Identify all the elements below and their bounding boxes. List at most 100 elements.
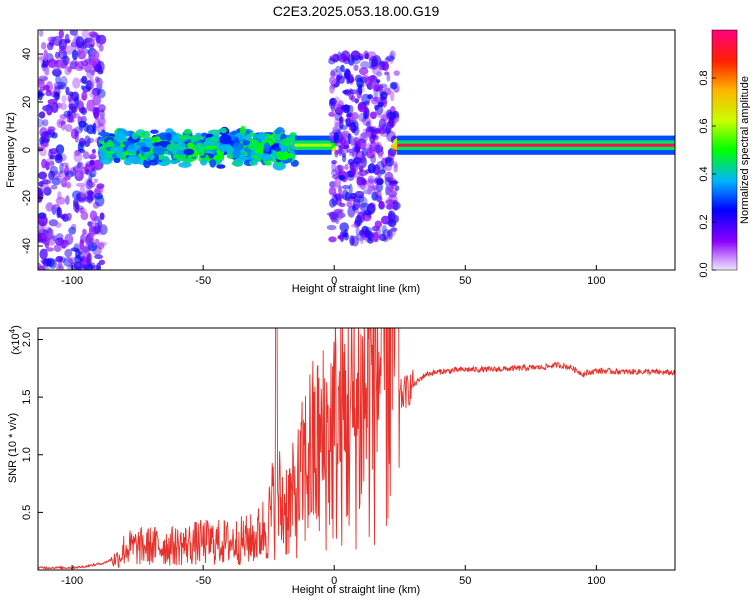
heatmap-cell-0-262 [46,232,52,239]
heatmap-cell-3-1386 [335,218,340,225]
heatmap-cell-0-65 [55,175,62,181]
colorbar-ticks: 0.0 0.2 0.4 0.6 0.8 [698,70,716,278]
heatmap-cell-0-77 [48,170,55,181]
heatmap-cell-1-959 [162,155,170,166]
heatmap-cell-3-1444 [337,234,344,240]
heatmap-cell-0-301 [70,61,77,70]
heatmap-cell-0-349 [86,43,95,49]
heatmap-cell-3-1601 [351,54,362,65]
heatmap-cell-0-220 [65,195,70,205]
heatmap-cell-0-137 [51,132,58,139]
heatmap-cell-3-1448 [328,57,336,65]
heatmap-cell-1-830 [150,129,159,134]
heatmap-cell-0-348 [60,102,67,110]
snr-series-line [38,328,675,570]
heatmap-cell-0-364 [66,117,75,123]
heatmap-cell-0-88 [89,210,98,221]
heatmap-cell-0-226 [42,119,49,127]
spectrogram-y-tick-label-2: 0 [21,147,33,153]
snr-scale-prefix: (x10 [10,333,22,354]
heatmap-cell-3-1595 [329,84,335,94]
heatmap-cell-0-86 [55,75,61,84]
heatmap-cell-0-17 [41,42,47,50]
heatmap-cell-3-1603 [332,126,339,131]
heatmap-cell-3-1337 [330,97,336,102]
heatmap-cell-0-318 [99,212,105,221]
heatmap-cell-3-1547 [328,111,336,117]
heatmap-cell-1-1058 [183,148,195,156]
heatmap-cell-3-1568 [358,84,363,96]
heatmap-cell-1-1045 [248,160,258,166]
heatmap-cell-0-398 [41,179,52,185]
heatmap-cell-0-52 [91,148,96,154]
x-tick-label-2: 0 [331,575,337,587]
heatmap-cell-3-1536 [343,139,349,150]
heatmap-cell-0-228 [67,264,73,270]
heatmap-cell-3-1251 [328,236,337,243]
heatmap-cell-3-1466 [359,56,364,61]
heatmap-cell-0-300 [74,205,84,210]
heatmap-cell-0-384 [81,60,89,67]
heatmap-cell-0-294 [53,91,61,101]
heatmap-cell-0-376 [98,241,108,247]
heatmap-cell-0-267 [54,154,63,164]
snr-x-label: Height of straight line (km) [292,584,420,596]
heatmap-cell-0-378 [86,253,92,266]
heatmap-cell-3-1217 [358,67,369,76]
heatmap-cell-0-44 [50,184,58,190]
heatmap-cell-3-1461 [334,208,344,213]
heatmap-cell-3-1496 [350,136,355,147]
heatmap-cell-3-1216 [329,181,337,188]
heatmap-cell-3-1435 [335,75,341,83]
heatmap-cell-3-1272 [360,61,370,69]
heatmap-cell-0-331 [58,120,66,125]
heatmap-cell-3-1571 [387,210,396,222]
heatmap-cell-3-1562 [366,203,376,215]
heatmap-cell-0-101 [81,91,88,101]
heatmap-cell-0-345 [45,247,54,252]
heatmap-cell-0-419 [76,161,84,170]
heatmap-cell-0-361 [58,237,64,247]
heatmap-cell-3-1619 [361,93,371,105]
heatmap-cell-3-1593 [339,124,348,130]
heatmap-cell-3-1607 [363,50,369,59]
heatmap-cell-3-1600 [371,135,379,141]
heatmap-cell-3-1542 [380,215,390,225]
heatmap-cell-1-1051 [219,134,232,145]
heatmap-cell-3-1507 [376,127,387,135]
heatmap-cell-0-297 [38,196,43,203]
heatmap-cell-0-351 [82,85,91,93]
heatmap-cell-1-1075 [148,153,155,161]
heatmap-cell-3-1555 [348,88,354,101]
heatmap-cell-0-410 [73,96,79,109]
heatmap-cell-3-1460 [356,138,367,150]
heatmap-cell-0-253 [48,161,55,166]
heatmap-cell-3-1540 [378,154,383,159]
heatmap-cell-3-1477 [354,190,365,199]
heatmap-cell-3-1236 [378,233,387,241]
heatmap-cell-3-1573 [387,119,397,127]
heatmap-cell-1-1071 [183,128,192,135]
heatmap-cell-0-167 [70,128,78,139]
snr-y-tick-label-1: 1.0 [21,447,33,462]
heatmap-cell-0-386 [38,75,48,82]
heatmap-cell-1-1007 [131,132,139,140]
heatmap-cell-3-1273 [330,215,337,223]
heatmap-cell-0-111 [93,178,99,184]
heatmap-cell-3-1438 [356,77,364,88]
heatmap-cell-0-187 [72,49,78,61]
heatmap-cell-3-1559 [356,176,361,181]
heatmap-cell-1-1070 [263,142,271,153]
heatmap-cell-0-290 [51,102,59,114]
heatmap-cell-3-1297 [335,212,346,219]
colorbar-label: Normalized spectral amplitude [739,76,750,224]
heatmap-cell-0-10 [52,235,57,242]
heatmap-cell-0-377 [82,228,87,235]
heatmap-cell-0-142 [65,86,70,96]
heatmap-cell-3-1342 [394,185,400,191]
heatmap-cell-3-1512 [358,112,368,123]
heatmap-cell-3-1360 [363,109,368,120]
heatmap-cell-0-362 [42,58,49,68]
heatmap-cell-3-1592 [387,229,393,240]
heatmap-cell-3-1359 [373,141,383,154]
